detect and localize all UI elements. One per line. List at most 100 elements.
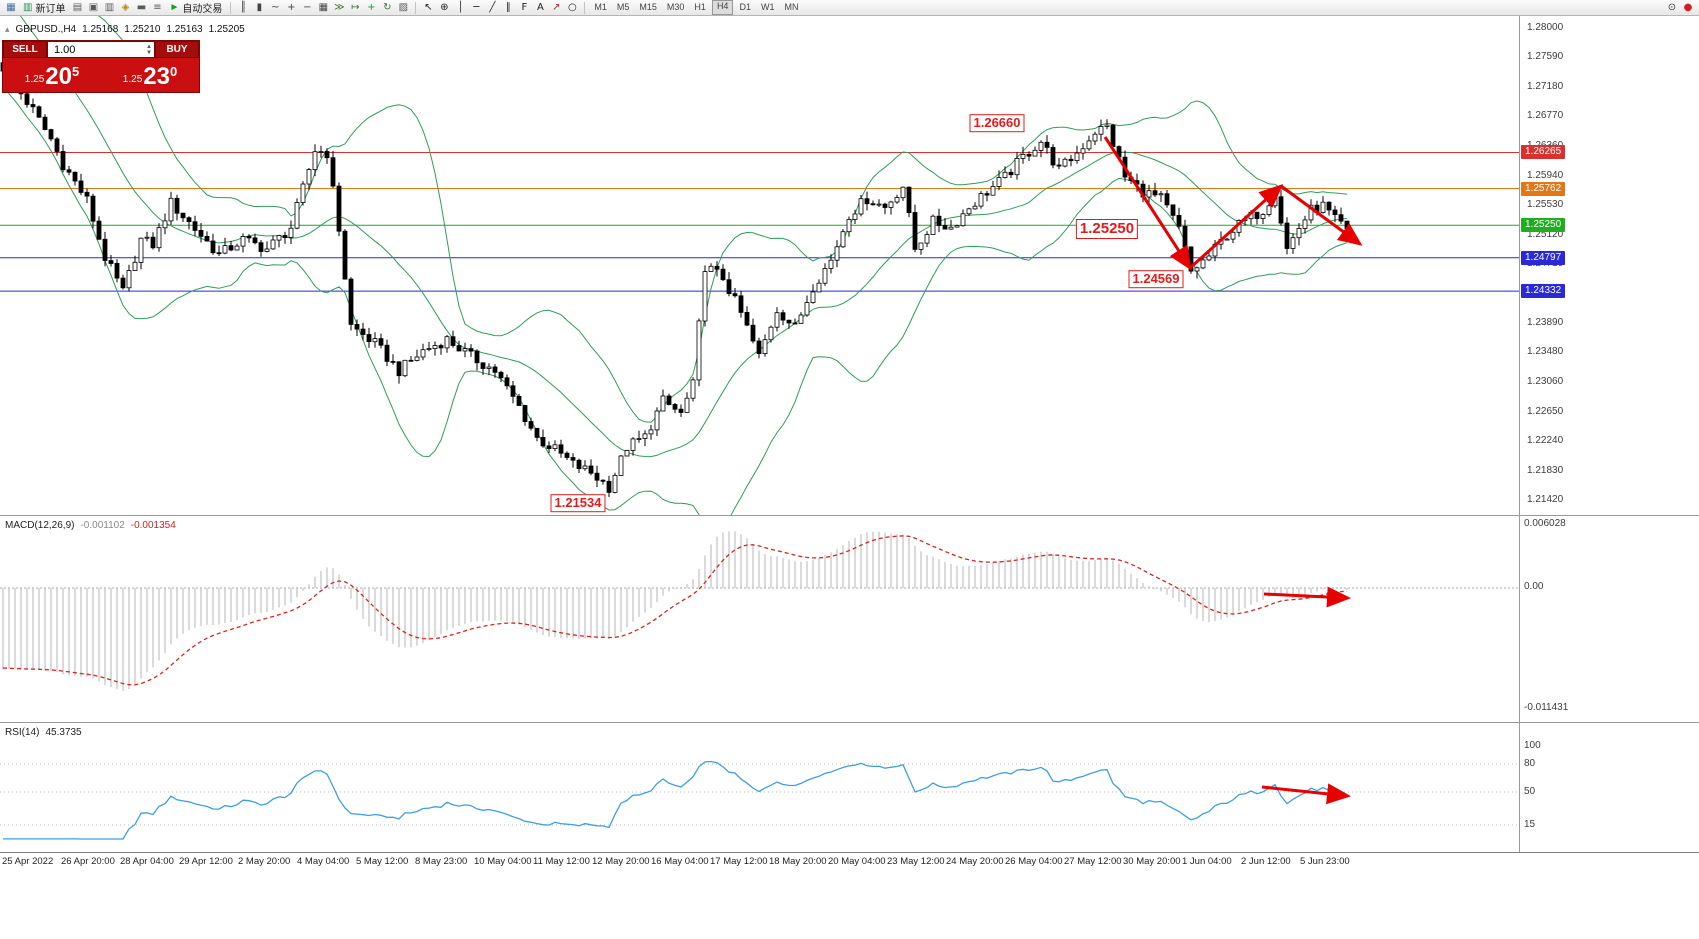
sell-button[interactable]: SELL [3,41,47,58]
candle-body [504,377,510,387]
timeframe-D1[interactable]: D1 [739,2,751,12]
candle-body [936,215,942,226]
arrows-icon[interactable]: ↗ [552,1,561,13]
templates-icon[interactable]: ▨ [398,1,409,13]
vertical-line-icon[interactable]: │ [457,1,464,13]
volume-up-icon[interactable]: ▲ [146,43,152,50]
trade-panel-collapse-icon[interactable]: ▴ [5,24,10,34]
one-click-trading-panel[interactable]: SELL 1.00 ▲ ▼ BUY 1.25 20 5 1.25 23 0 [2,40,200,93]
crosshair-icon[interactable]: ⊕ [440,1,449,13]
indicators-icon[interactable]: + [367,1,376,13]
candle-body [138,237,144,263]
rsi-chart[interactable] [0,723,1519,852]
trend-arrow[interactable] [1280,184,1363,246]
sell-price-big: 20 [45,63,72,90]
tile-windows-icon[interactable]: ▦ [318,1,329,13]
buy-price[interactable]: 1.25 23 0 [101,58,199,92]
bar-chart-icon[interactable]: ║ [240,1,247,13]
candle-body [942,225,948,230]
volume-field[interactable]: 1.00 ▲ ▼ [47,41,155,58]
search-icon[interactable]: ⊙ [1667,1,1677,13]
candle-body [78,180,84,193]
zoom-out-icon[interactable]: − [303,1,312,13]
timeline-date: 10 May 04:00 [474,856,532,867]
candle-body [1062,158,1068,167]
market-watch-icon[interactable]: ▣ [88,1,99,13]
chart-annotation-1.25250[interactable]: 1.25250 [1075,219,1139,239]
trend-arrow[interactable] [1188,183,1284,270]
chart-annotation-1.24569[interactable]: 1.24569 [1128,270,1184,288]
volume-value[interactable]: 1.00 [54,43,76,56]
volume-spinner[interactable]: ▲ ▼ [146,44,154,56]
timeframe-M5[interactable]: M5 [616,2,630,12]
candle-body [36,106,42,118]
fibonacci-icon[interactable]: F [521,1,528,13]
alert-icon[interactable]: ● [1683,1,1693,13]
candle-body [618,455,624,476]
shapes-icon[interactable]: ○ [567,1,577,13]
candle-body [1260,214,1266,219]
candle-body [132,261,138,271]
candle-body [30,104,36,108]
data-window-icon[interactable]: ▥ [104,1,115,13]
candle-body [342,230,348,280]
horizontal-line-icon[interactable]: ─ [473,1,480,13]
macd-chart[interactable] [0,516,1519,722]
timeframe-M15[interactable]: M15 [639,2,657,12]
candle-body [156,227,162,249]
timeframe-H4[interactable]: H4 [711,0,734,15]
chart-annotation-1.26660[interactable]: 1.26660 [969,114,1025,132]
navigator-icon[interactable]: ◈ [121,1,130,13]
buy-button[interactable]: BUY [155,41,199,58]
new-chart-icon[interactable]: ▦ [6,1,16,13]
chart-macd-separator[interactable] [0,513,1699,518]
zoom-in-icon[interactable]: + [287,1,296,13]
new-order-button[interactable]: ▥ 新订单 [19,1,69,15]
candlestick-chart-icon[interactable]: ▮ [256,1,263,13]
timeframe-W1[interactable]: W1 [760,2,775,12]
chart-annotation-1.21534[interactable]: 1.21534 [550,494,606,512]
macd-title: MACD(12,26,9) [5,520,75,531]
candle-body [966,208,972,215]
timeframe-M30[interactable]: M30 [666,2,685,12]
sell-price[interactable]: 1.25 20 5 [3,58,101,92]
terminal-icon[interactable]: ▬ [136,1,147,13]
strategy-tester-icon[interactable]: ≡ [153,1,162,13]
line-chart-icon[interactable]: ~ [271,1,280,13]
candle-body [1158,193,1164,196]
timeframe-H1[interactable]: H1 [694,2,706,12]
macd-rsi-separator[interactable] [0,720,1699,725]
profiles-icon[interactable]: ▤ [72,1,83,13]
candle-body [1068,158,1074,162]
periods-icon[interactable]: ↻ [383,1,392,13]
timeframe-MN[interactable]: MN [784,2,799,12]
trendline-icon[interactable]: ╱ [489,1,496,13]
autotrade-button[interactable]: ► 自动交易 [165,1,226,15]
candle-body [990,185,996,196]
candlestick-chart[interactable] [0,0,1519,537]
trend-arrow[interactable] [1261,783,1351,805]
bollinger-lower [2,86,1348,537]
candle-body [582,465,588,470]
timeline[interactable]: 25 Apr 2022 26 Apr 20:00 28 Apr 04:00 29 Ap… [0,852,1699,870]
text-icon[interactable]: A [536,1,544,13]
candle-body [444,336,450,349]
candle-body [426,348,432,351]
main-chart-panel[interactable]: 1.26660 1.25250 1.24569 1.21534 ▴ GBPUSD.,H… [0,0,1699,537]
timeline-date: 30 May 20:00 [1123,856,1181,867]
timeframe-M1[interactable]: M1 [594,2,607,12]
chart-shift-icon[interactable]: ↦ [351,1,360,13]
candle-body [330,157,336,187]
cursor-icon[interactable]: ↖ [424,1,433,13]
volume-down-icon[interactable]: ▼ [146,49,152,56]
channel-icon[interactable]: ∥ [505,1,511,13]
candle-body [654,410,660,431]
rsi-panel[interactable]: RSI(14) 45.3735 100 80 50 15 [0,722,1699,852]
trend-arrow[interactable] [1103,136,1192,271]
candle-body [438,345,444,349]
price-label-1.23480: 1.23480 [1527,346,1564,358]
macd-panel[interactable]: MACD(12,26,9) -0.001102 -0.001354 0.0060… [0,515,1699,722]
macd-axis-label--0.011431: -0.011431 [1524,702,1569,713]
auto-scroll-icon[interactable]: ≫ [334,1,345,13]
trend-arrow[interactable] [1263,586,1351,608]
